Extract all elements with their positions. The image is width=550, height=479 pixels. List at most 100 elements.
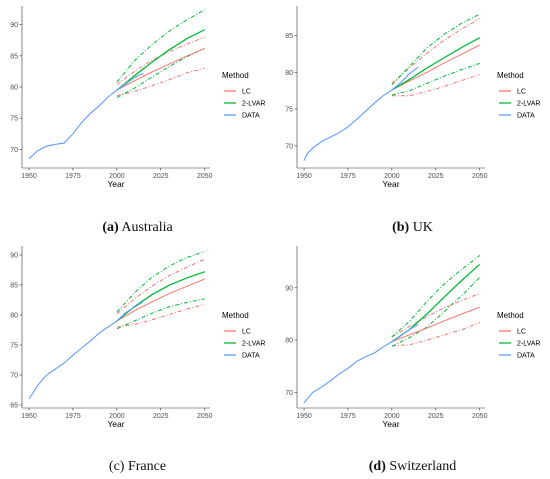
y-tick-label: 80	[10, 85, 18, 92]
lc-upper-bound-line	[391, 293, 480, 338]
lc-forecast-line	[116, 47, 205, 91]
chart-france: 1950 1975 2000 2025 2050 65 70 75 80 85 90 Year Meth…	[10, 246, 265, 429]
y-tick-label: 80	[285, 70, 293, 77]
lvar-forecast-line	[116, 29, 205, 91]
panel-uk: 1950 1975 2000 2025 2050 70 75 80 85 Year Method LC…	[275, 0, 550, 239]
data-line	[303, 323, 419, 404]
x-tick-label: 2000	[384, 173, 400, 180]
caption-tag: (c)	[108, 459, 125, 474]
x-tick-label: 2000	[109, 413, 125, 420]
legend-label: DATA	[517, 353, 535, 360]
lvar-lower-bound-line	[391, 277, 481, 347]
caption-text: Australia	[118, 220, 173, 235]
chart-switzerland: 1950 1975 2000 2025 2050 70 80 90 Year Method LC 2-…	[285, 246, 540, 429]
legend-label: LC	[242, 329, 251, 336]
legend-label: DATA	[242, 353, 260, 360]
legend-label: DATA	[517, 113, 535, 120]
x-axis-title: Year	[107, 179, 124, 189]
y-tick-label: 85	[285, 33, 293, 40]
x-tick-label: 1950	[21, 173, 37, 180]
x-tick-label: 1950	[296, 173, 312, 180]
x-tick-label: 1975	[340, 413, 356, 420]
legend-label: LC	[517, 89, 526, 96]
y-tick-label: 70	[10, 147, 18, 154]
x-tick-label: 2050	[197, 413, 213, 420]
lvar-lower-bound-line	[116, 298, 205, 330]
lc-forecast-line	[391, 306, 480, 343]
caption-text: France	[124, 459, 167, 474]
x-tick-label: 2000	[109, 173, 125, 180]
y-tick-label: 90	[10, 22, 18, 29]
legend-title: Method	[497, 311, 524, 320]
data-line	[303, 66, 419, 161]
lc-forecast-line	[116, 278, 205, 322]
lc-lower-bound-line	[391, 321, 480, 347]
caption-tag: (b)	[392, 220, 410, 235]
lvar-upper-bound-line	[116, 250, 205, 313]
legend-label: DATA	[242, 113, 260, 120]
legend-label: 2-LVAR	[517, 341, 540, 348]
chart-australia: 1950 1975 2000 2025 2050 70 75 80 85 90 Year Method…	[10, 6, 265, 189]
x-tick-label: 1975	[65, 173, 81, 180]
lc-forecast-line	[391, 44, 480, 91]
panel-france: 1950 1975 2000 2025 2050 65 70 75 80 85 90 Year Meth…	[0, 240, 275, 479]
caption-tag: (a)	[102, 220, 119, 235]
y-tick-label: 85	[10, 283, 18, 290]
caption-uk: (b) UK	[275, 220, 550, 236]
y-tick-label: 65	[10, 403, 18, 410]
x-axis-title: Year	[382, 179, 399, 189]
x-tick-label: 1975	[340, 173, 356, 180]
chart-uk: 1950 1975 2000 2025 2050 70 75 80 85 Year Method LC…	[285, 6, 540, 189]
lc-upper-bound-line	[116, 258, 205, 315]
lvar-lower-bound-line	[116, 47, 205, 99]
x-axis-title: Year	[107, 419, 124, 429]
lc-lower-bound-line	[116, 67, 205, 97]
data-line	[28, 72, 144, 160]
lc-upper-bound-line	[391, 18, 480, 84]
caption-text: UK	[409, 220, 433, 235]
panel-australia: 1950 1975 2000 2025 2050 70 75 80 85 90 Year Method…	[0, 0, 275, 239]
x-tick-label: 2025	[428, 173, 444, 180]
lvar-upper-bound-line	[391, 13, 480, 86]
caption-australia: (a) Australia	[0, 220, 275, 236]
y-tick-label: 80	[285, 338, 293, 345]
caption-france: (c) France	[0, 459, 275, 475]
x-tick-label: 2050	[472, 173, 488, 180]
y-tick-label: 75	[10, 343, 18, 350]
y-tick-label: 70	[10, 373, 18, 380]
legend-label: LC	[242, 89, 251, 96]
y-tick-label: 70	[285, 390, 293, 397]
legend-title: Method	[222, 311, 249, 320]
y-tick-label: 75	[10, 116, 18, 123]
caption-tag: (d)	[368, 459, 386, 474]
x-tick-label: 2025	[428, 413, 444, 420]
x-tick-label: 1950	[21, 413, 37, 420]
y-tick-label: 75	[285, 107, 293, 114]
legend-label: 2-LVAR	[242, 101, 265, 108]
lvar-forecast-line	[391, 37, 481, 91]
x-tick-label: 2050	[197, 173, 213, 180]
lvar-forecast-line	[391, 263, 481, 343]
legend-label: 2-LVAR	[242, 341, 265, 348]
data-line	[28, 301, 144, 400]
lc-upper-bound-line	[116, 36, 205, 85]
lvar-lower-bound-line	[391, 62, 480, 96]
y-tick-label: 90	[10, 253, 18, 260]
y-tick-label: 85	[10, 53, 18, 60]
x-axis-title: Year	[382, 419, 399, 429]
legend-title: Method	[497, 71, 524, 80]
lvar-upper-bound-line	[391, 255, 481, 338]
y-tick-label: 80	[10, 313, 18, 320]
x-tick-label: 2025	[153, 173, 169, 180]
x-tick-label: 2050	[472, 413, 488, 420]
caption-text: Switzerland	[385, 459, 457, 474]
x-tick-label: 1975	[65, 413, 81, 420]
lc-lower-bound-line	[391, 74, 480, 97]
x-tick-label: 2025	[153, 413, 169, 420]
x-tick-label: 2000	[384, 413, 400, 420]
caption-switzerland: (d) Switzerland	[275, 459, 550, 475]
legend-title: Method	[222, 71, 249, 80]
panel-switzerland: 1950 1975 2000 2025 2050 70 80 90 Year Method LC 2-…	[275, 240, 550, 479]
lc-lower-bound-line	[116, 303, 205, 328]
